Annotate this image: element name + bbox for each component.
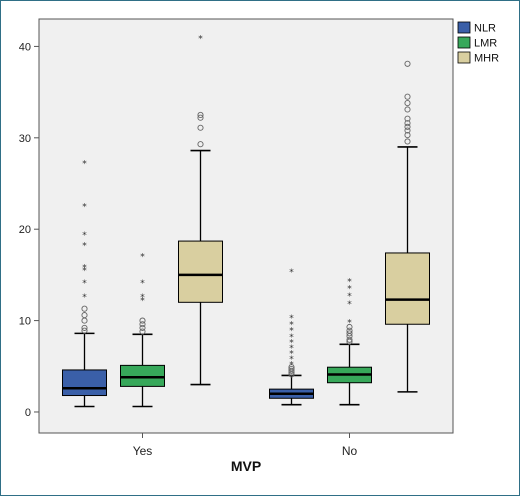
x-tick-label: Yes (133, 444, 153, 458)
legend-label-mhr: MHR (474, 53, 499, 65)
outlier-star: * (82, 231, 87, 241)
outlier-star: * (289, 314, 294, 324)
outlier-star: * (82, 279, 87, 289)
y-tick-label: 40 (19, 41, 31, 53)
legend-swatch-mhr (458, 52, 470, 63)
legend-swatch-nlr (458, 22, 470, 33)
legend-label-lmr: LMR (474, 38, 497, 50)
y-tick-label: 0 (25, 407, 31, 419)
y-tick-label: 30 (19, 133, 31, 145)
outlier-star: * (289, 268, 294, 278)
outlier-star: * (82, 202, 87, 212)
x-axis-title: MVP (231, 458, 261, 474)
box-iqr (386, 253, 430, 324)
outlier-star: * (82, 242, 87, 252)
legend-swatch-lmr (458, 37, 470, 48)
x-tick-label: No (342, 444, 358, 458)
legend: NLR LMR MHR (458, 22, 499, 65)
outlier-star: * (82, 159, 87, 169)
y-tick-label: 20 (19, 224, 31, 236)
outlier-star: * (82, 264, 87, 274)
outlier-star: * (82, 293, 87, 303)
outlier-star: * (347, 319, 352, 329)
x-axis: Yes No (133, 433, 358, 458)
box-iqr (121, 365, 165, 386)
outlier-star: * (140, 293, 145, 303)
outlier-star: * (198, 34, 203, 44)
outlier-star: * (347, 277, 352, 287)
legend-label-nlr: NLR (474, 23, 496, 35)
outlier-star: * (140, 279, 145, 289)
y-axis: 0 10 20 30 40 (19, 41, 39, 419)
outlier-star: * (140, 253, 145, 263)
box-iqr (63, 370, 107, 396)
y-tick-label: 10 (19, 316, 31, 328)
box-iqr (179, 241, 223, 302)
